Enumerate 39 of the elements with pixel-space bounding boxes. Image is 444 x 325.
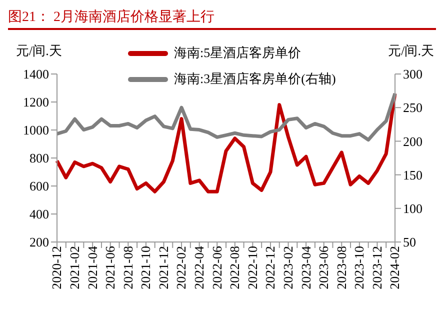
y-tick-label: 1400: [23, 66, 49, 82]
x-tick-label: 2021-08: [120, 246, 136, 290]
legend-label: 海南:5星酒店客房单价: [174, 44, 302, 62]
x-tick-label: 2022-08: [227, 246, 242, 290]
y2-tick-label: 150: [403, 167, 422, 182]
x-tick-label: 2020-12: [49, 246, 64, 290]
y2-tick-label: 50: [403, 234, 416, 250]
x-tick-label: 2021-06: [102, 246, 118, 290]
y-tick-label: 400: [30, 206, 49, 222]
y-tick-label: 1200: [23, 94, 49, 110]
x-tick-label: 2022-02: [174, 246, 189, 290]
y2-tick-label: 300: [403, 66, 422, 82]
x-tick-label: 2022-04: [192, 246, 207, 290]
x-tick-label: 2024-02: [387, 246, 402, 290]
x-tick-label: 2023-08: [334, 246, 349, 290]
line-series: [55, 92, 397, 142]
y-tick-label: 800: [30, 150, 49, 166]
y-tick-label: 1000: [23, 122, 49, 138]
y2-tick-label: 250: [403, 100, 422, 116]
y-tick-label: 600: [30, 178, 49, 194]
x-tick-label: 2023-12: [369, 246, 384, 290]
x-tick-label: 2022-12: [262, 246, 278, 290]
x-tick-label: 2023-02: [280, 246, 296, 290]
x-tick-label: 2022-06: [209, 246, 224, 290]
legend-label: 海南:3星酒店客房单价(右轴): [174, 70, 336, 88]
y2-tick-label: 100: [403, 201, 422, 216]
x-tick-label: 2021-04: [84, 246, 100, 290]
x-tick-label: 2023-06: [316, 246, 332, 290]
y-tick-label: 200: [30, 234, 49, 250]
x-tick-label: 2021-02: [67, 246, 82, 290]
chart-title: 图21： 2月海南酒店价格显著上行: [8, 8, 214, 26]
x-tick-label: 2023-04: [298, 246, 314, 290]
x-tick-label: 2021-10: [138, 246, 154, 290]
x-tick-label: 2021-12: [156, 246, 171, 290]
y2-tick-label: 200: [403, 134, 422, 149]
y2-axis-title: 元/间.天: [388, 42, 434, 60]
x-tick-label: 2022-10: [244, 246, 260, 290]
x-tick-label: 2023-10: [352, 246, 367, 290]
y-axis-title: 元/间.天: [16, 42, 62, 60]
